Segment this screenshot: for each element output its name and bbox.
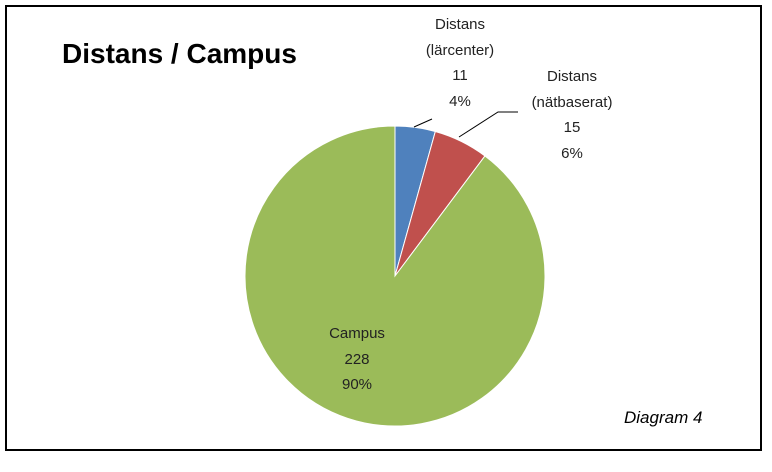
leader-line xyxy=(413,118,433,128)
label-value: 11 xyxy=(452,67,468,84)
label-percent: 6% xyxy=(561,144,583,162)
pie xyxy=(244,125,546,427)
chart-title: Distans / Campus xyxy=(62,38,297,69)
label-name: Distans (nätbaserat) xyxy=(531,68,613,111)
label-percent: 90% xyxy=(341,376,373,393)
label-value: 228 xyxy=(344,350,370,368)
leader-line xyxy=(458,111,518,138)
slice-label: Distans (lärcenter) 11 4% xyxy=(390,12,530,114)
label-name: Distans (lärcenter) xyxy=(425,16,495,59)
chart-frame xyxy=(5,5,762,451)
slice-label: Campus 228 90% xyxy=(287,321,427,398)
label-name: Campus xyxy=(329,325,385,342)
annotation: Diagram 4 xyxy=(624,408,703,427)
slice-label: Distans (nätbaserat) 15 6% xyxy=(502,64,642,166)
label-value: 15 xyxy=(563,119,581,136)
pie-slice xyxy=(244,125,546,427)
label-percent: 4% xyxy=(449,92,471,110)
